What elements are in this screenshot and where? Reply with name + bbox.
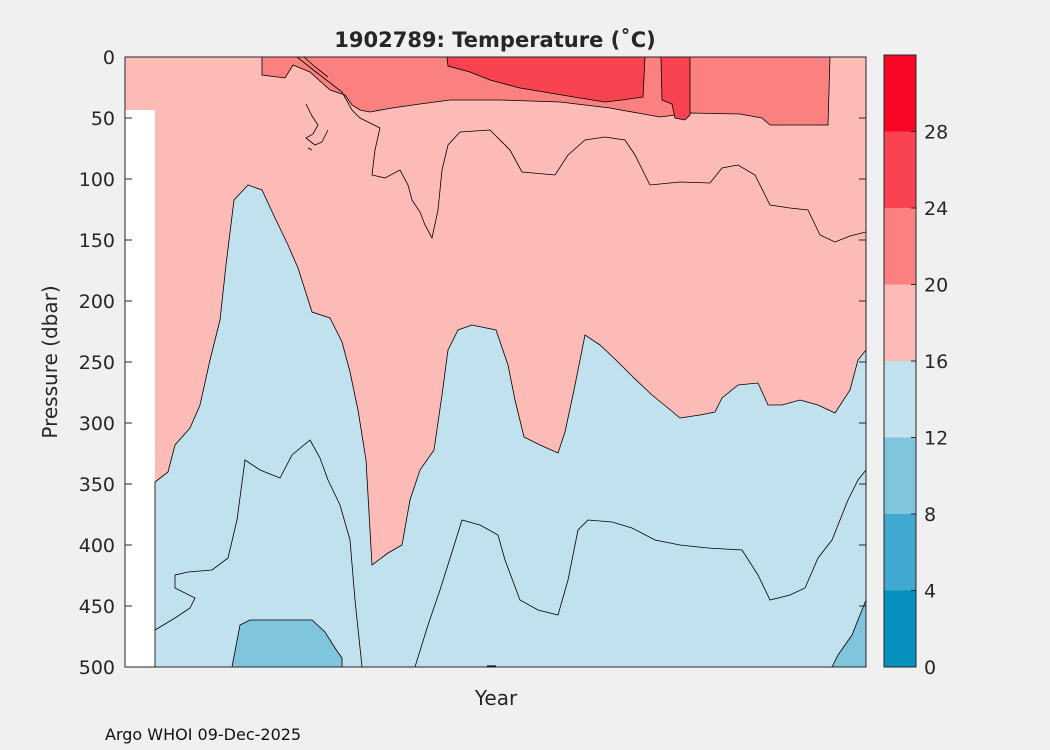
colorbar-tick-label: 20 <box>924 275 948 297</box>
colorbar-swatch <box>884 284 916 361</box>
x-axis-label: Year <box>474 686 518 710</box>
colorbar-swatch <box>884 208 916 285</box>
contour-lines-group <box>154 57 866 667</box>
y-tick-label: 0 <box>103 47 115 69</box>
contour-line-20 <box>296 57 866 243</box>
colorbar-swatch <box>884 514 916 591</box>
y-axis-label: Pressure (dbar) <box>38 285 62 438</box>
colorbar-tick-label: 24 <box>924 198 948 220</box>
colorbar-tick-label: 8 <box>924 504 936 526</box>
y-tick-label: 400 <box>79 535 115 557</box>
y-tick-label: 300 <box>79 413 115 435</box>
y-tick-label: 50 <box>91 108 115 130</box>
colorbar-tick-label: 12 <box>924 428 948 450</box>
contour-line-12 <box>154 439 866 667</box>
contour-band-8-12-right <box>831 599 866 667</box>
contour-band-12-16 <box>154 184 866 667</box>
contour-line-24 <box>303 57 329 78</box>
y-tick-label: 500 <box>79 657 115 679</box>
contour-fill-group <box>125 57 866 667</box>
credit-text: Argo WHOI 09-Dec-2025 <box>105 725 302 744</box>
y-tick-label: 250 <box>79 352 115 374</box>
contour-band-24-28-b <box>660 57 691 121</box>
contour-line-20-blip <box>305 103 329 151</box>
contour-band-8-12 <box>231 619 343 667</box>
y-tick-label: 200 <box>79 291 115 313</box>
contour-band-24-28 <box>446 57 646 103</box>
colorbar-swatch <box>884 437 916 514</box>
colorbar-swatch <box>884 361 916 438</box>
colorbar-tick-label: 28 <box>924 122 948 144</box>
y-tick-label: 150 <box>79 230 115 252</box>
colorbar: 0 4 8 12 16 20 24 28 <box>883 54 948 679</box>
colorbar-swatch <box>884 131 916 208</box>
y-tick-label: 350 <box>79 474 115 496</box>
chart-title: 1902789: Temperature (˚C) <box>334 28 655 52</box>
colorbar-tick-label: 0 <box>924 657 936 679</box>
colorbar-tick-label: 16 <box>924 351 948 373</box>
y-tick-label: 100 <box>79 169 115 191</box>
colorbar-swatch <box>884 590 916 667</box>
colorbar-swatch <box>884 55 916 132</box>
y-axis: 0 50 100 150 200 250 300 350 400 450 500 <box>79 47 866 679</box>
colorbar-tick-label: 4 <box>924 581 936 603</box>
y-tick-label: 450 <box>79 596 115 618</box>
